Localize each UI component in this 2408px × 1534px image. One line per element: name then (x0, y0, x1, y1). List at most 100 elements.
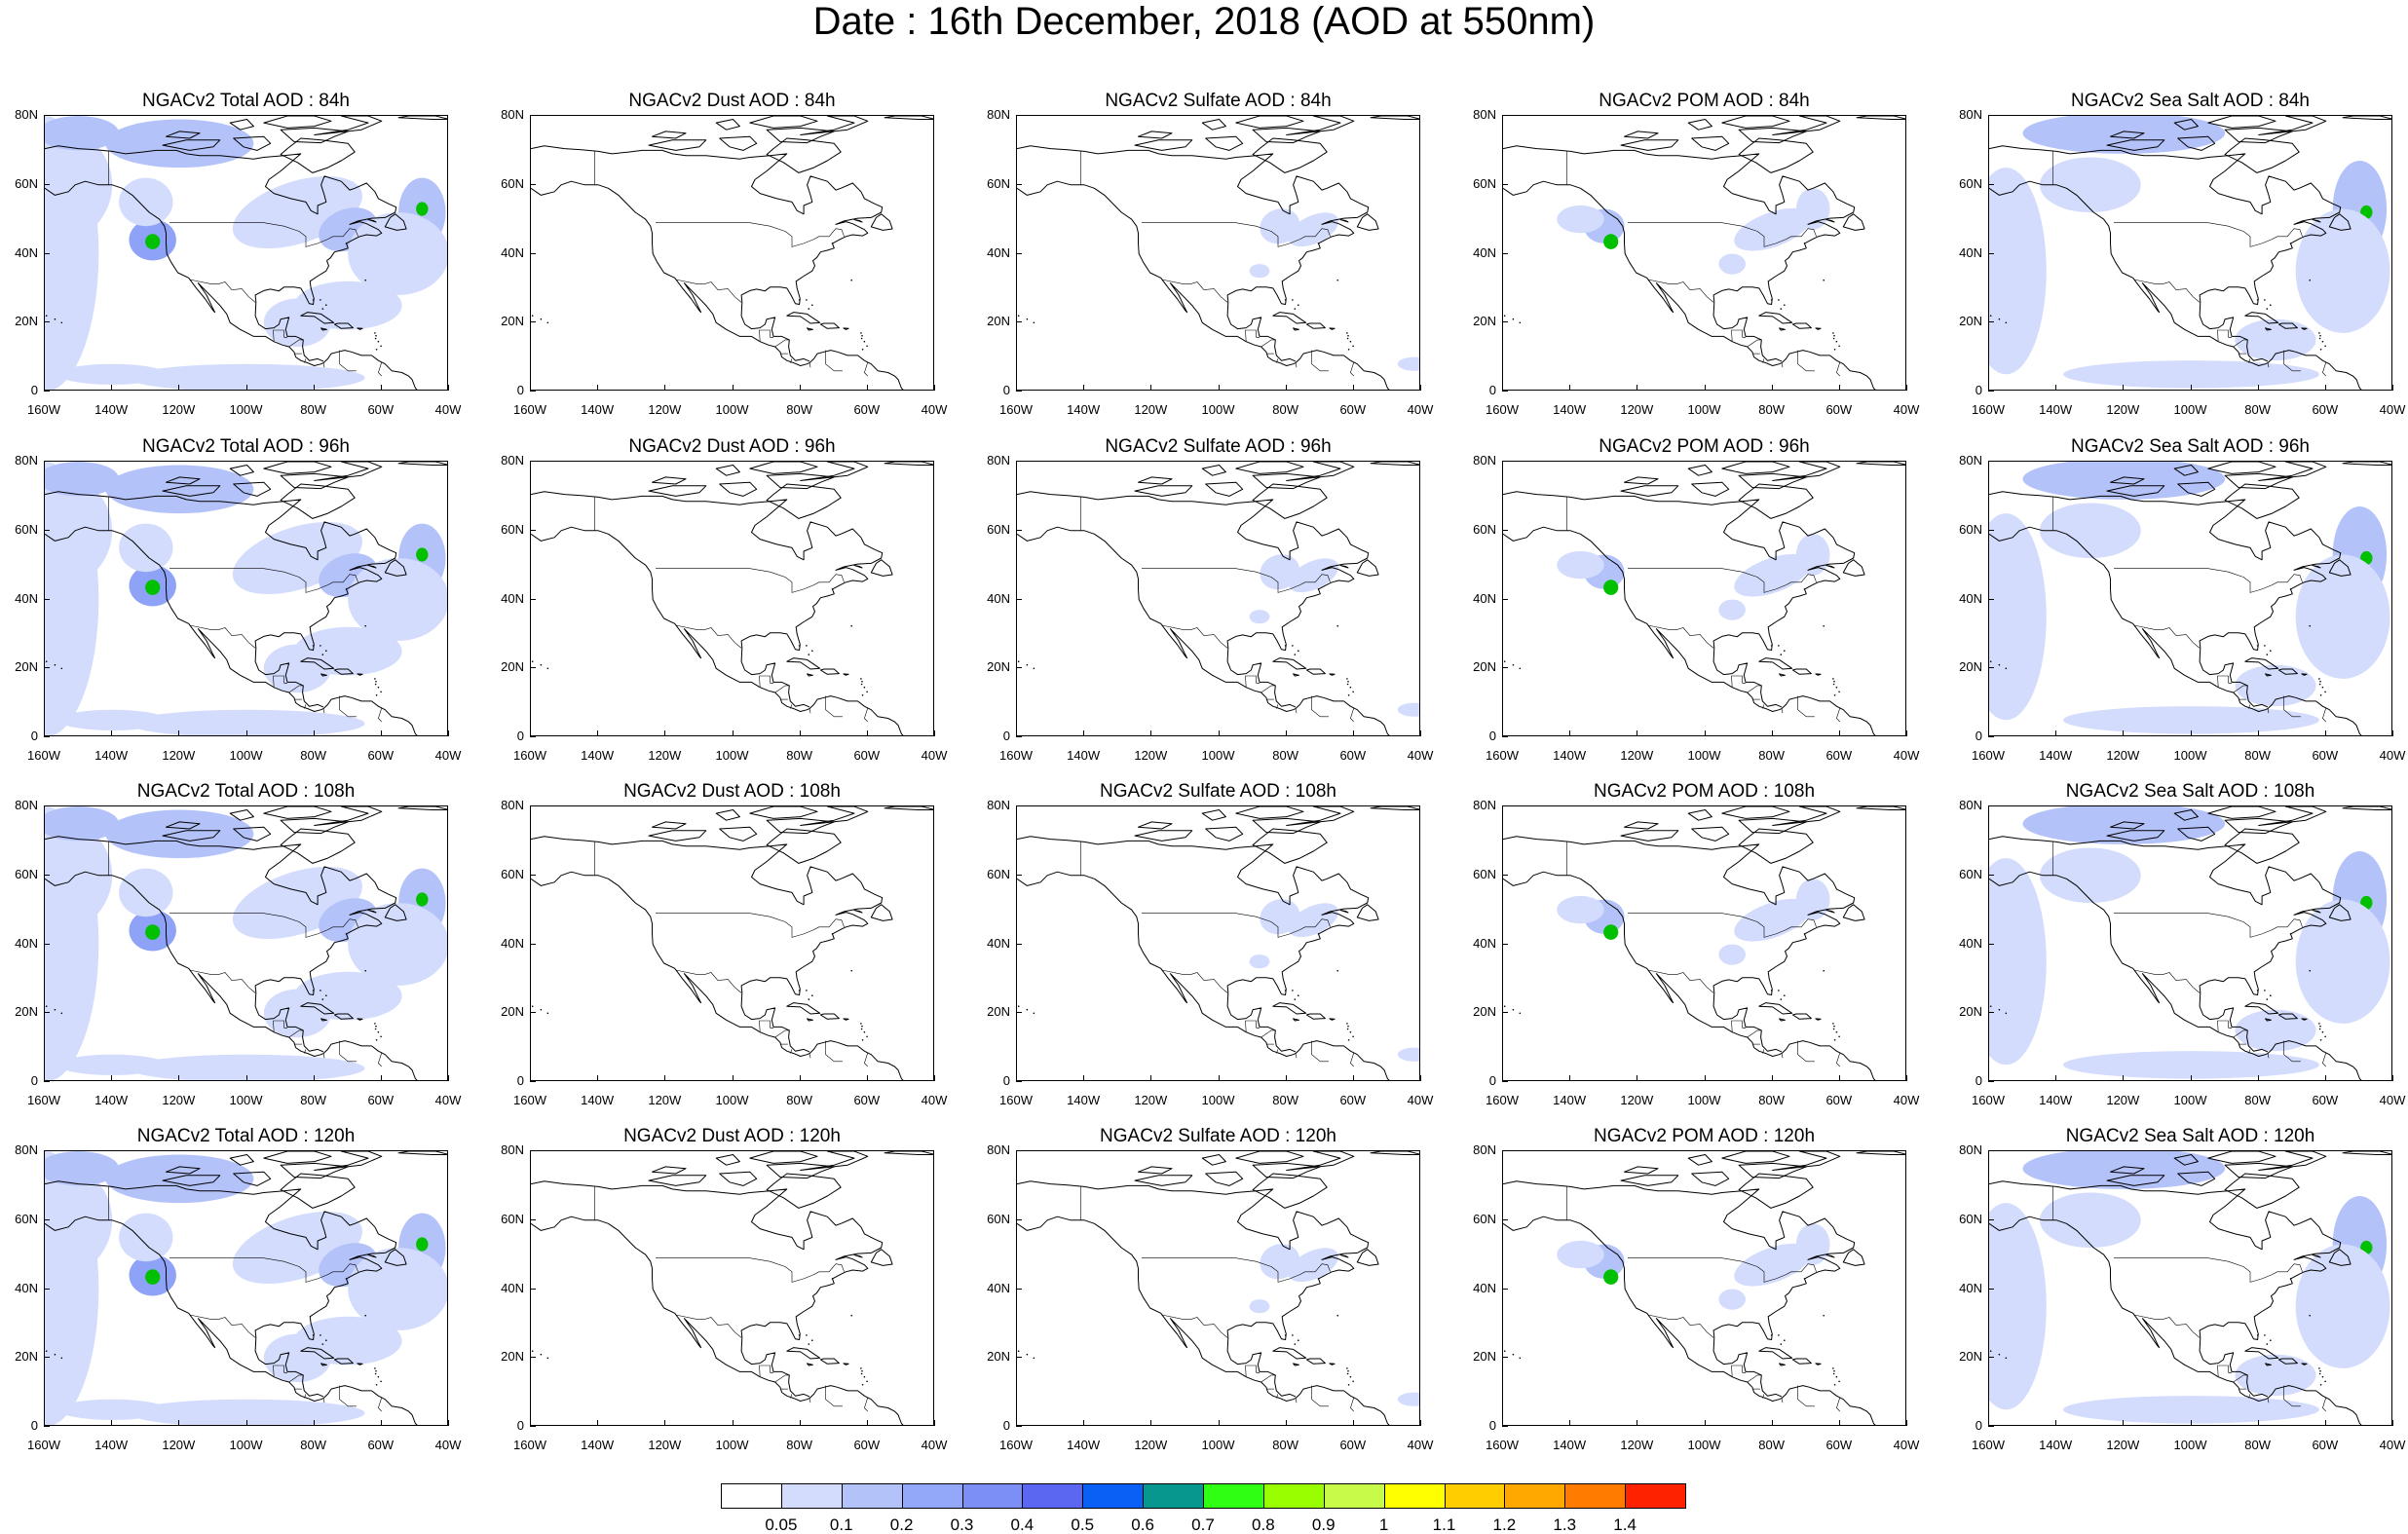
small-island (1347, 1039, 1350, 1041)
country-border (864, 361, 869, 377)
lat-tick-mark (1988, 252, 1994, 254)
island-outline (314, 1151, 383, 1171)
lat-tick-label: 40N (1959, 590, 1982, 606)
country-border (1311, 1385, 1329, 1407)
lon-tick-label: 60W (2312, 402, 2339, 417)
lat-tick-label: 20N (15, 314, 38, 329)
island-outline (870, 213, 893, 231)
island-outline (1738, 472, 1807, 490)
island-outline (2301, 1363, 2308, 1366)
country-border (273, 329, 288, 342)
lon-tick-label: 140W (1553, 748, 1587, 763)
aod-plume (145, 234, 161, 249)
lon-tick-mark (1502, 730, 1503, 736)
country-border (169, 568, 358, 593)
panel-title: NGACv2 Sulfate AOD : 120h (1100, 1126, 1336, 1146)
lon-tick-mark (1016, 730, 1017, 736)
lon-tick-mark (2324, 385, 2326, 391)
lon-tick-mark (380, 1420, 382, 1426)
small-island (1317, 243, 1320, 244)
lat-tick-mark (1016, 1288, 1022, 1290)
country-border (1731, 1365, 1747, 1377)
island-outline (1687, 1154, 1712, 1166)
small-island (1780, 1343, 1783, 1345)
small-island (1835, 340, 1838, 343)
aod-plume (57, 709, 167, 730)
country-border (1276, 704, 1278, 709)
island-outline (1738, 483, 1814, 519)
lon-tick-label: 140W (581, 748, 615, 763)
lon-tick-mark (1988, 1420, 1989, 1426)
island-outline (1252, 483, 1328, 519)
island-outline (1842, 904, 1865, 921)
island-outline (233, 1171, 272, 1186)
lon-tick-mark (1569, 1075, 1571, 1081)
colorbar-label: 1.2 (1492, 1515, 1517, 1534)
lat-tick-label: 40N (1473, 590, 1496, 606)
small-island (1784, 304, 1786, 306)
small-island (325, 650, 327, 652)
small-island (1778, 1334, 1780, 1336)
lat-tick-label: 60N (987, 175, 1010, 191)
aod-plume (105, 809, 254, 859)
lat-tick-label: 0 (1488, 1418, 1496, 1433)
aod-plume (1734, 207, 1812, 251)
lat-tick-label: 0 (1975, 729, 1982, 743)
map-frame (530, 1150, 934, 1426)
small-island (2324, 691, 2326, 693)
island-outline (1815, 1363, 1822, 1366)
island-outline (1624, 1166, 1659, 1175)
lon-tick-label: 160W (513, 402, 546, 417)
small-island (1017, 1350, 1020, 1352)
small-island (60, 321, 63, 324)
lat-tick-label: 0 (1975, 1073, 1982, 1088)
small-island (1838, 1035, 1840, 1038)
country-border (189, 969, 256, 993)
island-outline (807, 327, 813, 331)
panel-title: NGACv2 Sea Salt AOD : 120h (2065, 1126, 2315, 1146)
lat-tick-mark (530, 874, 536, 876)
small-island (1823, 1314, 1825, 1317)
lat-tick-label: 20N (15, 1349, 38, 1365)
lon-tick-mark (934, 385, 935, 391)
country-border (1747, 1029, 1762, 1038)
island-outline (1329, 673, 1336, 676)
country-border (790, 358, 792, 363)
small-island (1294, 654, 1297, 655)
lon-tick-label: 120W (648, 748, 682, 763)
country-border (1350, 1397, 1355, 1412)
aod-map (531, 116, 933, 390)
country-border (1747, 685, 1762, 693)
lon-tick-label: 140W (1067, 402, 1101, 417)
island-outline (1235, 806, 1304, 819)
island-outline (2265, 1018, 2272, 1022)
lon-tick-label: 100W (1201, 1438, 1235, 1452)
island-outline (1815, 327, 1822, 330)
small-island (1352, 345, 1354, 348)
country-border (1731, 329, 1747, 342)
island-outline (870, 1249, 893, 1266)
aod-field (1989, 116, 2390, 389)
country-border (322, 362, 325, 368)
small-island (2266, 654, 2269, 655)
aod-plume (1734, 553, 1812, 597)
lon-tick-mark (2123, 1075, 2125, 1081)
aod-plume (2022, 806, 2226, 844)
island-outline (819, 1358, 840, 1365)
aod-plume (119, 177, 173, 227)
lon-tick-mark (1906, 730, 1907, 736)
island-outline (1205, 481, 1244, 497)
map-frame (1016, 1150, 1420, 1426)
small-island (831, 588, 834, 590)
country-border (273, 1020, 288, 1032)
country-border (656, 1257, 845, 1283)
country-border (1647, 279, 1714, 303)
island-outline (1779, 1018, 1786, 1022)
island-outline (1738, 137, 1814, 173)
small-island (1017, 315, 1020, 317)
lat-tick-mark (1016, 736, 1022, 737)
map-panel: NGACv2 POM AOD : 108h 80N 60N 40N 20N 0 160W 14… (1466, 781, 1943, 1118)
lon-tick-label: 140W (94, 748, 129, 763)
map-frame (530, 461, 934, 736)
small-island (2318, 1023, 2320, 1025)
